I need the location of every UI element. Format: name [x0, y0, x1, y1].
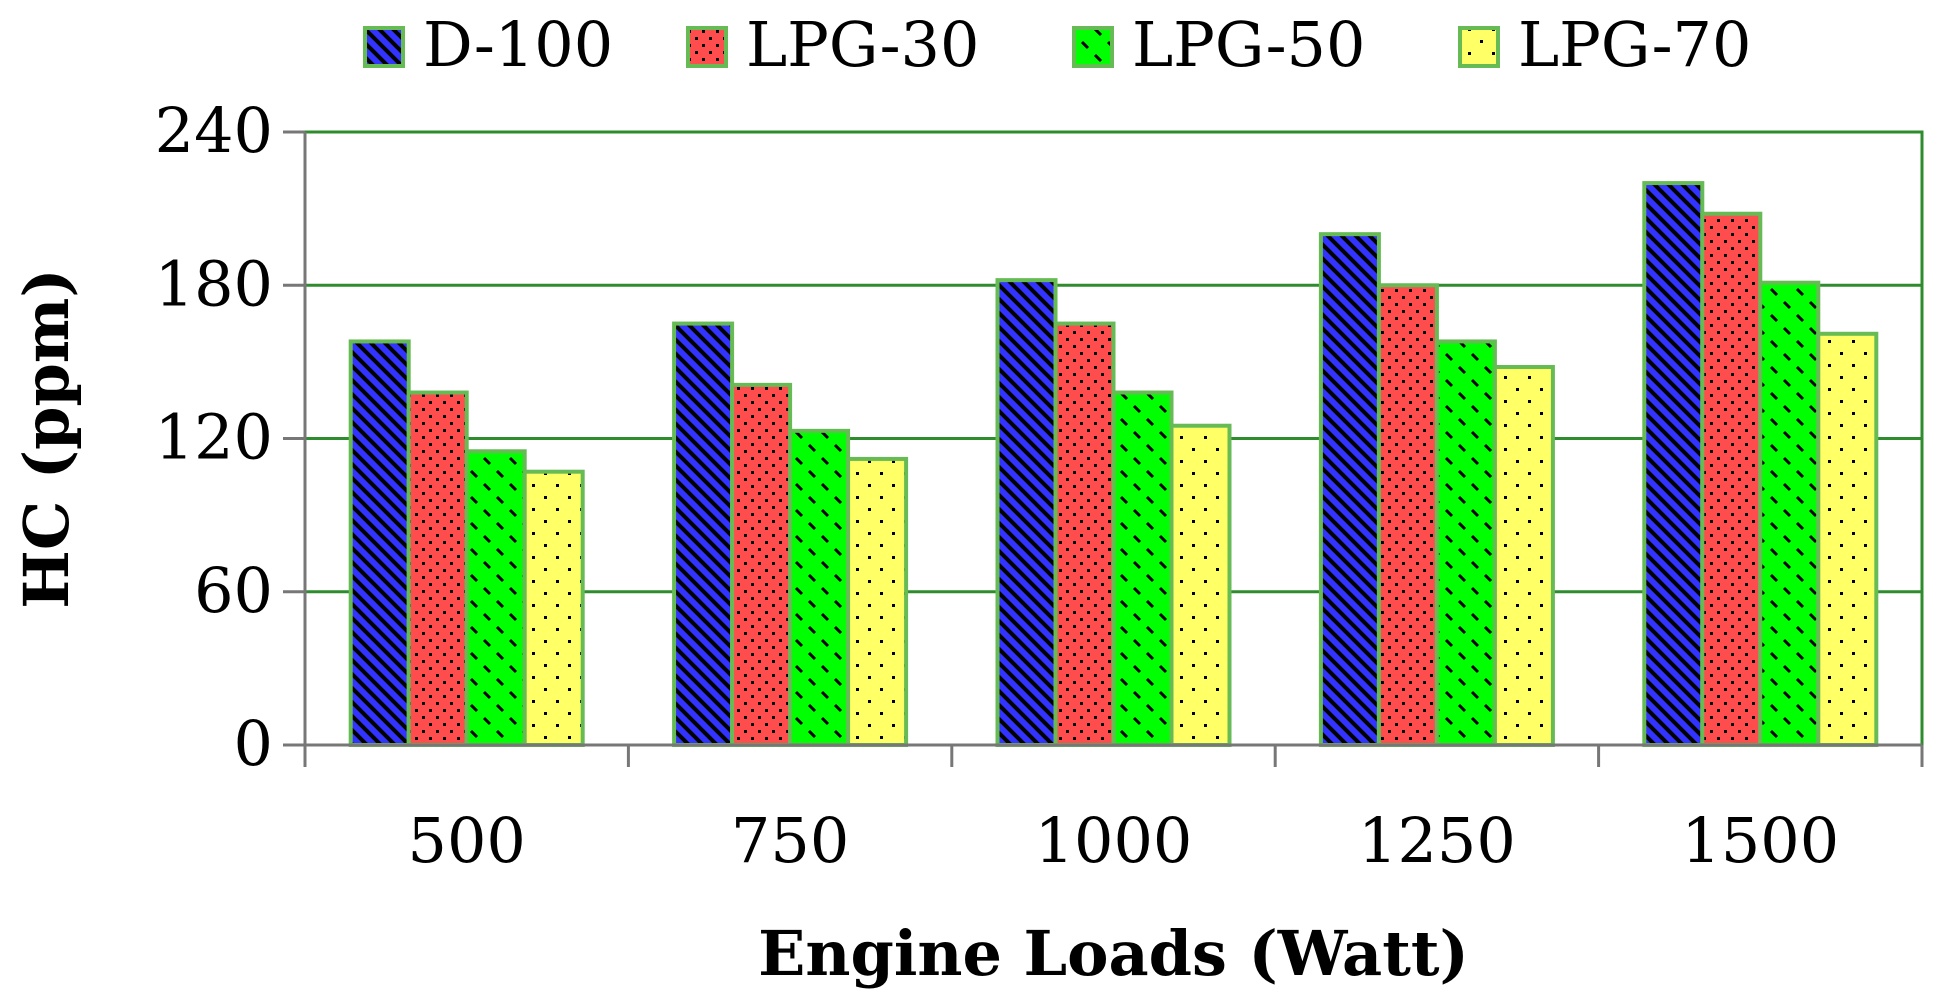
y-axis-title: HC (ppm)	[10, 268, 83, 609]
bar-d-100-1000	[995, 278, 1058, 747]
legend-label-lpg-30: LPG-30	[746, 8, 979, 81]
y-tick-labels: 0 60 120 180 240	[155, 94, 273, 780]
x-tick-label-750: 750	[731, 804, 849, 877]
bar-lpg-50-500	[464, 449, 527, 747]
bar-d-100-1250	[1318, 232, 1381, 748]
x-tick-labels: 500 750 1000 1250 1500	[408, 804, 1840, 877]
bar-lpg-50-1000	[1111, 390, 1174, 747]
legend: D-100 LPG-30 LPG-50 LPG-70	[363, 8, 1751, 81]
bar-lpg-70-1250	[1492, 364, 1555, 747]
bar-lpg-70-1000	[1169, 423, 1232, 747]
bar-lpg-30-1000	[1053, 321, 1116, 747]
legend-label-lpg-50: LPG-50	[1132, 8, 1365, 81]
y-tick-label-180: 180	[155, 247, 273, 320]
x-tick-label-500: 500	[408, 804, 526, 877]
bar-lpg-70-750	[846, 456, 909, 747]
y-tick-label-240: 240	[155, 94, 273, 167]
legend-swatch-lpg-50	[1072, 26, 1114, 68]
bar-lpg-70-1500	[1816, 331, 1879, 747]
axes	[283, 130, 1924, 767]
legend-label-d-100: D-100	[423, 8, 613, 81]
bar-lpg-50-750	[788, 428, 851, 747]
bar-d-100-500	[348, 339, 411, 747]
bar-d-100-750	[672, 321, 735, 747]
x-tick-label-1000: 1000	[1035, 804, 1193, 877]
legend-swatch-d-100	[363, 26, 405, 68]
x-tick-label-1500: 1500	[1681, 804, 1839, 877]
bar-lpg-30-1500	[1700, 211, 1763, 747]
legend-swatch-lpg-30	[686, 26, 728, 68]
legend-swatch-lpg-70	[1458, 26, 1500, 68]
bar-lpg-50-1500	[1758, 280, 1821, 747]
bars	[348, 181, 1879, 748]
y-tick-label-0: 0	[234, 707, 273, 780]
bar-lpg-30-500	[406, 390, 469, 747]
bar-d-100-1500	[1642, 181, 1705, 748]
x-axis-title: Engine Loads (Watt)	[758, 917, 1469, 990]
x-tick-label-1250: 1250	[1358, 804, 1516, 877]
bar-lpg-70-500	[522, 469, 585, 747]
bar-lpg-30-1250	[1376, 283, 1439, 747]
bar-lpg-50-1250	[1434, 339, 1497, 747]
legend-label-lpg-70: LPG-70	[1518, 8, 1751, 81]
y-tick-label-60: 60	[194, 554, 273, 627]
y-tick-label-120: 120	[155, 401, 273, 474]
bar-lpg-30-750	[730, 382, 793, 747]
